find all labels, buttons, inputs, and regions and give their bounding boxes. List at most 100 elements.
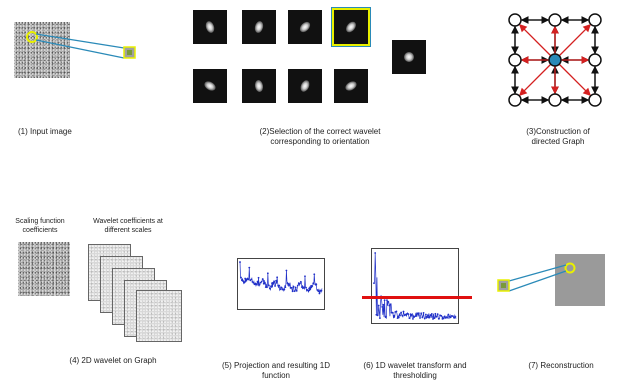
wavelet-coeff-point [381, 306, 383, 308]
projection-point [312, 282, 314, 284]
projection-point [293, 286, 295, 288]
graph-edge-red [520, 25, 551, 56]
projection-point [283, 289, 285, 291]
scaling-label: Scaling function coefficients [14, 218, 66, 235]
wavelet-coeff-point [419, 317, 421, 319]
wavelet-coeff-point [398, 317, 400, 319]
projection-point [247, 278, 249, 280]
projection-point [276, 276, 278, 278]
caption-6: (6) 1D wavelet transform and thresholdin… [356, 361, 474, 381]
wavelet-coeff-point [452, 315, 454, 317]
wavelet-2 [242, 10, 276, 44]
projection-point [303, 286, 305, 288]
wavelet-coeff-point [437, 313, 439, 315]
wavelet-coeff-point [374, 252, 376, 254]
wavelet-coeff-point [450, 316, 452, 318]
projection-point [305, 287, 307, 289]
wavelet-coeff-point [438, 318, 440, 320]
threshold-line [362, 296, 472, 299]
wavelet-5 [193, 69, 227, 103]
graph-node [589, 54, 601, 66]
wavelet-coeff-point [434, 313, 436, 315]
wavelet-coeff-point [399, 315, 401, 317]
wavelet-7 [288, 69, 322, 103]
wavelet-coeff-point [455, 316, 457, 318]
zoom-lines-1 [0, 0, 200, 100]
projection-point [315, 283, 317, 285]
caption-7: (7) Reconstruction [516, 361, 606, 371]
projection-point [311, 285, 313, 287]
projection-point [300, 281, 302, 283]
wavelet-coeff-point [392, 312, 394, 314]
graph-node [509, 94, 521, 106]
projection-point [273, 280, 275, 282]
scaling-coefficients-image [18, 242, 70, 296]
wavelet-coeff-point [433, 317, 435, 319]
projection-point [295, 286, 297, 288]
projection-point [274, 285, 276, 287]
wavelet-coeff-point [447, 314, 449, 316]
wavelet-coeff-point [446, 317, 448, 319]
projection-point [250, 279, 252, 281]
projection-point [270, 285, 272, 287]
wavelet-coeff-curve [374, 253, 456, 319]
caption-3: (3)Construction of directed Graph [518, 127, 598, 147]
projection-point [321, 290, 323, 292]
projection-point [280, 286, 282, 288]
wavelet-coeff-point [377, 314, 379, 316]
wavelet-coeff-point [420, 312, 422, 314]
projection-point [269, 288, 271, 290]
graph-node [509, 14, 521, 26]
projection-point [319, 293, 321, 295]
projection-point [259, 284, 261, 286]
projection-point [243, 281, 245, 283]
projection-plot [237, 258, 325, 310]
wavelet-coeff-point [407, 313, 409, 315]
caption-5: (5) Projection and resulting 1D function [216, 361, 336, 381]
wavelet-6 [242, 69, 276, 103]
projection-point [317, 290, 319, 292]
wavelet-coeff-point [386, 299, 388, 301]
projection-point [256, 283, 258, 285]
wavelet-coeff-point [421, 317, 423, 319]
projection-point [257, 281, 259, 283]
projection-point [284, 286, 286, 288]
wavelet-coeff-point [400, 312, 402, 314]
projection-point [278, 285, 280, 287]
wavelet-coeff-point [425, 314, 427, 316]
projection-point [248, 267, 250, 269]
wavelet-coeff-point [396, 310, 398, 312]
wavelet-coeff-point [388, 305, 390, 307]
projection-point [296, 290, 298, 292]
wavelet-transform-plot [371, 248, 459, 324]
caption-1: (1) Input image [18, 127, 128, 137]
projection-point [267, 272, 269, 274]
wavelet-coeff-point [443, 318, 445, 320]
wavelet-coeff-point [423, 312, 425, 314]
graph-edge-red [559, 64, 590, 95]
wavelet-coeff-point [408, 317, 410, 319]
projection-point [266, 286, 268, 288]
wavelet-coeff-point [393, 315, 395, 317]
highlight-circle-7 [566, 264, 575, 273]
wavelet-coeff-point [429, 317, 431, 319]
graph-node-center [549, 54, 561, 66]
graph-node [509, 54, 521, 66]
projection-point [264, 283, 266, 285]
graph-node [589, 14, 601, 26]
wavelet-coeff-point [401, 315, 403, 317]
caption-4: (4) 2D wavelet on Graph [38, 356, 188, 366]
projection-point [239, 261, 241, 263]
wavelet-9 [392, 40, 426, 74]
graph-node [549, 94, 561, 106]
wavelet-coeff-point [379, 317, 381, 319]
zoom-lines-7 [490, 250, 590, 310]
wavelet-coeff-point [418, 312, 420, 314]
wavelet-coeff-point [385, 316, 387, 318]
wavelet-coeff-point [436, 316, 438, 318]
wavelet-coeff-point [416, 315, 418, 317]
wavelet-coeff-point [411, 314, 413, 316]
projection-point [294, 290, 296, 292]
wavelet-1 [193, 10, 227, 44]
projection-point [275, 280, 277, 282]
